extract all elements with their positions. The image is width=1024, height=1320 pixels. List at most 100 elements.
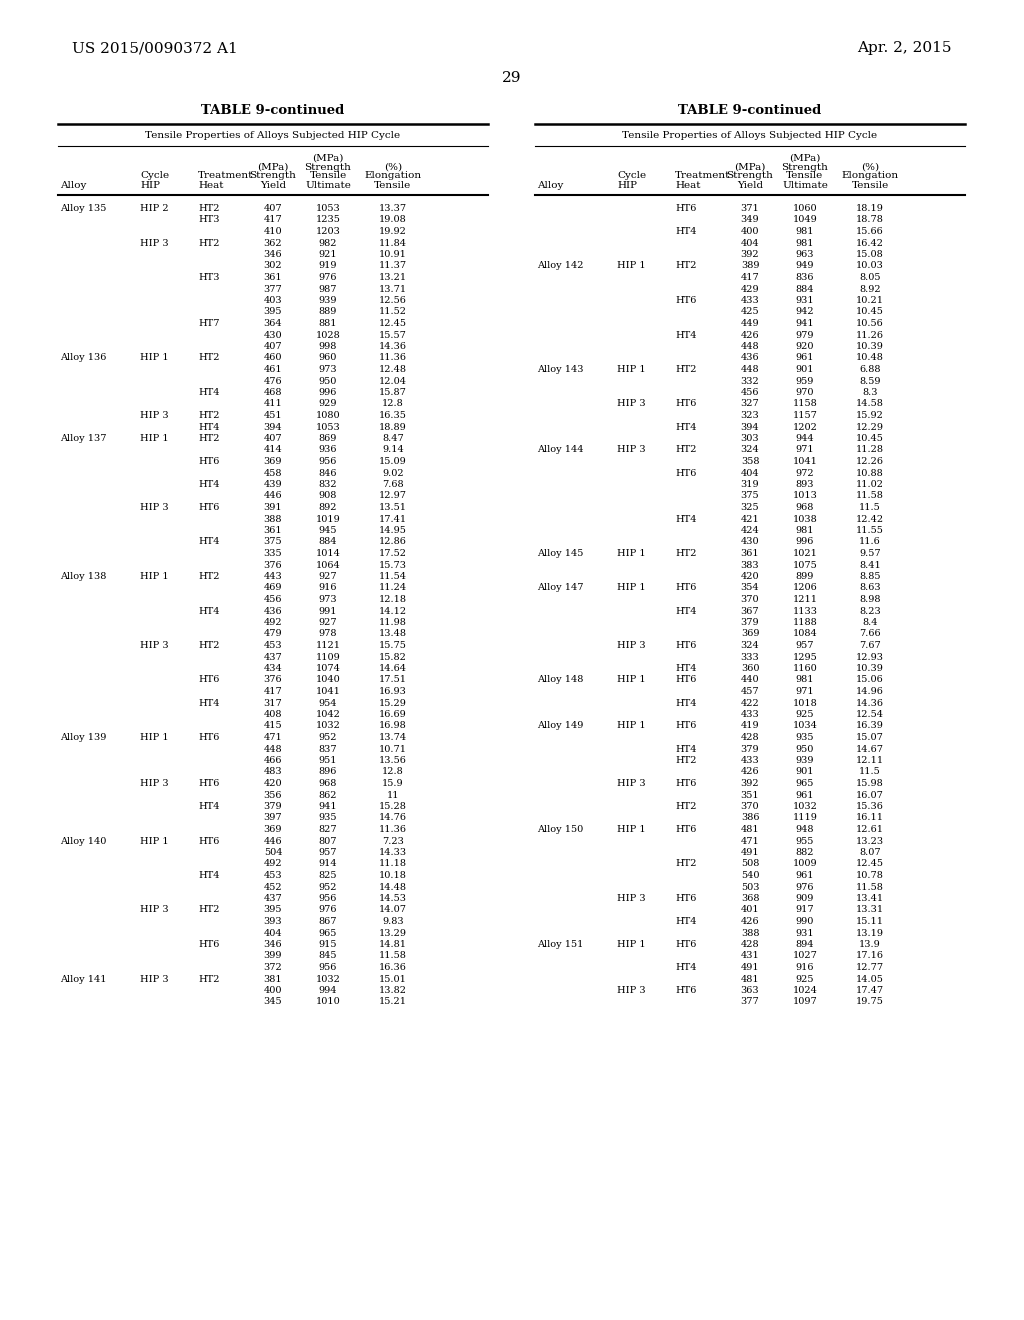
Text: 369: 369 [264,457,283,466]
Text: Alloy: Alloy [537,181,563,190]
Text: 996: 996 [318,388,337,397]
Text: 376: 376 [264,561,283,569]
Text: 434: 434 [263,664,283,673]
Text: 981: 981 [796,525,814,535]
Text: 375: 375 [264,537,283,546]
Text: 979: 979 [796,330,814,339]
Text: 961: 961 [796,871,814,880]
Text: 13.37: 13.37 [379,205,408,213]
Text: 968: 968 [318,779,337,788]
Text: 16.11: 16.11 [856,813,884,822]
Text: 381: 381 [264,974,283,983]
Text: 394: 394 [264,422,283,432]
Text: 944: 944 [796,434,814,444]
Text: 1133: 1133 [793,606,817,615]
Text: Alloy 148: Alloy 148 [537,676,584,685]
Text: 11.84: 11.84 [379,239,407,248]
Text: 915: 915 [318,940,337,949]
Text: Tensile: Tensile [375,181,412,190]
Text: 827: 827 [318,825,337,834]
Text: 17.51: 17.51 [379,676,407,685]
Text: 959: 959 [796,376,814,385]
Text: 11.58: 11.58 [856,491,884,500]
Text: 882: 882 [796,847,814,857]
Text: HIP: HIP [140,181,160,190]
Text: 19.92: 19.92 [379,227,407,236]
Text: 13.31: 13.31 [856,906,884,915]
Text: HIP 3: HIP 3 [140,974,169,983]
Text: 361: 361 [740,549,760,558]
Text: 15.98: 15.98 [856,779,884,788]
Text: Alloy 140: Alloy 140 [60,837,106,846]
Text: HT4: HT4 [675,515,696,524]
Text: 456: 456 [740,388,759,397]
Text: 987: 987 [318,285,337,293]
Text: 16.39: 16.39 [856,722,884,730]
Text: 10.78: 10.78 [856,871,884,880]
Text: 10.91: 10.91 [379,249,407,259]
Text: 13.9: 13.9 [859,940,881,949]
Text: 11.36: 11.36 [379,825,407,834]
Text: HT4: HT4 [198,537,219,546]
Text: 13.71: 13.71 [379,285,408,293]
Text: 317: 317 [263,698,283,708]
Text: 972: 972 [796,469,814,478]
Text: 1121: 1121 [315,642,341,649]
Text: 1158: 1158 [793,400,817,408]
Text: (MPa): (MPa) [734,162,766,172]
Text: 404: 404 [264,928,283,937]
Text: 1053: 1053 [315,422,340,432]
Text: 1013: 1013 [793,491,817,500]
Text: 950: 950 [796,744,814,754]
Text: 9.83: 9.83 [382,917,403,927]
Text: HIP 1: HIP 1 [140,837,169,846]
Text: 503: 503 [740,883,759,891]
Text: 10.48: 10.48 [856,354,884,363]
Text: HT4: HT4 [675,964,696,972]
Text: 10.71: 10.71 [379,744,407,754]
Text: 1034: 1034 [793,722,817,730]
Text: Alloy 151: Alloy 151 [537,940,584,949]
Text: 8.47: 8.47 [382,434,403,444]
Text: 18.89: 18.89 [379,422,407,432]
Text: 960: 960 [318,354,337,363]
Text: HIP: HIP [617,181,637,190]
Text: 1032: 1032 [315,722,340,730]
Text: 417: 417 [740,273,760,282]
Text: 469: 469 [264,583,283,593]
Text: 361: 361 [264,273,283,282]
Text: 1211: 1211 [793,595,817,605]
Text: 991: 991 [318,606,337,615]
Text: 931: 931 [796,296,814,305]
Text: 867: 867 [318,917,337,927]
Text: Tensile: Tensile [309,172,347,181]
Text: 430: 430 [740,537,760,546]
Text: 11.28: 11.28 [856,446,884,454]
Text: 368: 368 [740,894,759,903]
Text: 971: 971 [796,446,814,454]
Text: 920: 920 [796,342,814,351]
Text: TABLE 9-continued: TABLE 9-continued [678,103,821,116]
Text: 884: 884 [318,537,337,546]
Text: 7.67: 7.67 [859,642,881,649]
Text: 17.16: 17.16 [856,952,884,961]
Text: 1040: 1040 [315,676,340,685]
Text: 1024: 1024 [793,986,817,995]
Text: 1038: 1038 [793,515,817,524]
Text: HT2: HT2 [198,434,219,444]
Text: HIP 2: HIP 2 [140,205,169,213]
Text: 430: 430 [264,330,283,339]
Text: 899: 899 [796,572,814,581]
Text: 950: 950 [318,376,337,385]
Text: HIP 1: HIP 1 [140,572,169,581]
Text: Alloy 144: Alloy 144 [537,446,584,454]
Text: 504: 504 [264,847,283,857]
Text: HT6: HT6 [675,296,696,305]
Text: 11.5: 11.5 [859,503,881,512]
Text: 362: 362 [264,239,283,248]
Text: 15.09: 15.09 [379,457,407,466]
Text: HIP 1: HIP 1 [140,434,169,444]
Text: Alloy 137: Alloy 137 [60,434,106,444]
Text: US 2015/0090372 A1: US 2015/0090372 A1 [72,41,238,55]
Text: 881: 881 [318,319,337,327]
